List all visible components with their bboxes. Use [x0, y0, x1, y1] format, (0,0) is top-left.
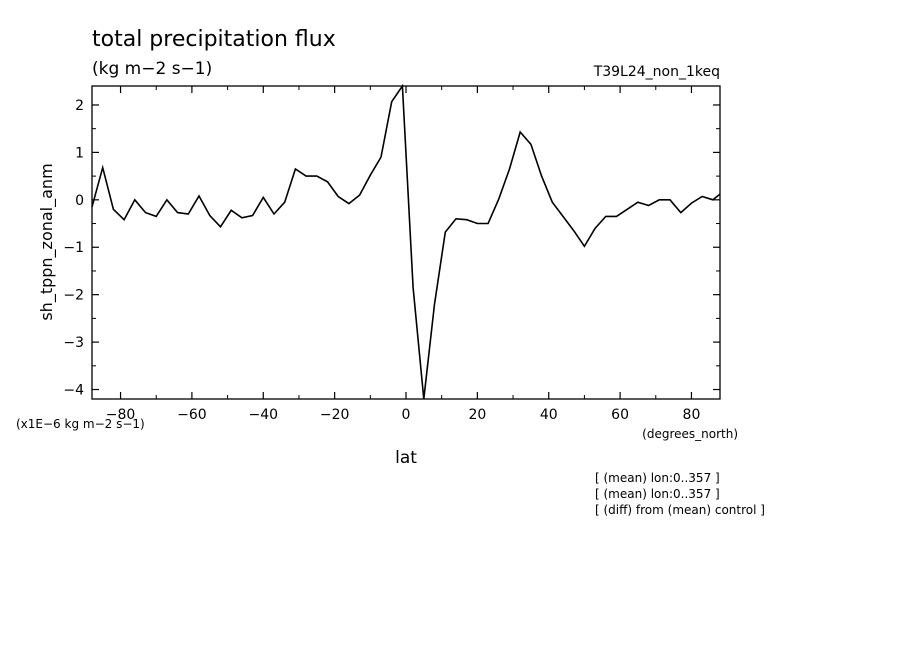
- y-tick-label: −4: [63, 383, 84, 399]
- note-1: [ (mean) lon:0..357 ]: [595, 471, 720, 485]
- experiment-label: T39L24_non_1keq: [593, 64, 720, 80]
- y-axis: −4 −3 −2 −1 0 1 2: [63, 98, 720, 399]
- x-axis: −80 −60 −40 −20 0 20 40 60 80: [106, 86, 701, 423]
- x-tick-label: −20: [320, 407, 350, 423]
- x-tick-label: −40: [248, 407, 278, 423]
- x-tick-label: 40: [540, 407, 558, 423]
- x-tick-label: 20: [468, 407, 486, 423]
- y-scale-note: (x1E−6 kg m−2 s−1): [16, 417, 145, 431]
- y-tick-label: −3: [63, 335, 84, 351]
- x-axis-units: (degrees_north): [642, 427, 738, 441]
- x-tick-label: 0: [402, 407, 411, 423]
- note-3: [ (diff) from (mean) control ]: [595, 503, 765, 517]
- plot-frame: [91, 85, 721, 400]
- chart-title: total precipitation flux: [92, 27, 336, 52]
- chart-units: (kg m−2 s−1): [92, 59, 212, 79]
- y-tick-label: −2: [63, 288, 84, 304]
- series-line: [91, 83, 721, 400]
- y-tick-label: 1: [75, 145, 84, 161]
- x-tick-label: 60: [611, 407, 629, 423]
- x-tick-label: −80: [106, 407, 136, 423]
- note-2: [ (mean) lon:0..357 ]: [595, 487, 720, 501]
- x-tick-label: 80: [683, 407, 701, 423]
- y-tick-label: 0: [75, 193, 84, 209]
- y-tick-label: −1: [63, 240, 84, 256]
- x-axis-label: lat: [395, 448, 417, 468]
- y-axis-label: sh_tppn_zonal_anm: [37, 163, 57, 320]
- x-tick-label: −60: [177, 407, 207, 423]
- y-tick-label: 2: [75, 98, 84, 114]
